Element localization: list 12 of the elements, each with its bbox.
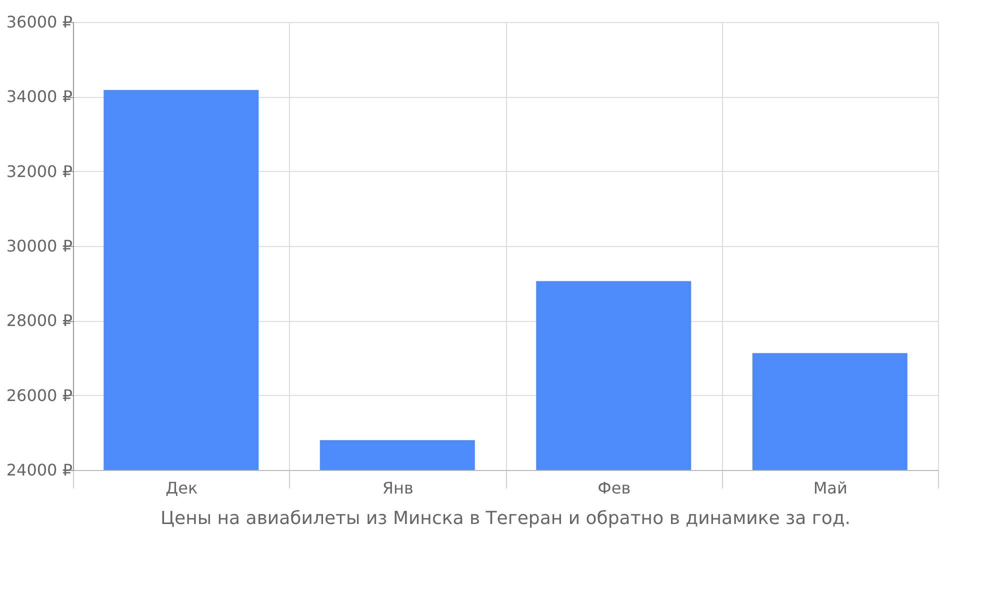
y-tick-label: 30000 ₽ [6, 236, 72, 256]
y-tick-label: 32000 ₽ [6, 162, 72, 181]
y-tick-label: 36000 ₽ [6, 12, 72, 32]
y-tick-label: 34000 ₽ [6, 87, 72, 106]
x-tick-label: Май [813, 478, 848, 498]
x-tick-label: Янв [382, 478, 414, 498]
y-tick-label: 24000 ₽ [6, 460, 72, 480]
text: Цены на авиабилеты из Минска в Тегеран и обратно в динамике за год. [160, 508, 850, 529]
x-tick-label: Дек [166, 478, 198, 498]
x-tick-label: Фев [598, 478, 631, 498]
y-tick-label: 28000 ₽ [6, 311, 72, 330]
y-tick-label: 26000 ₽ [6, 386, 72, 405]
